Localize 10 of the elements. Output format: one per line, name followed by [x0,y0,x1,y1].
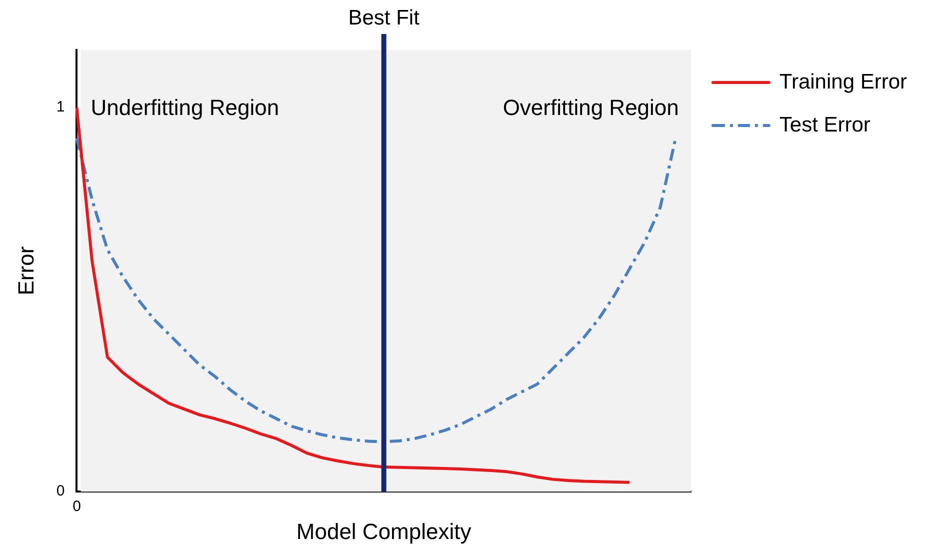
annotation: Overfitting Region [502,95,679,120]
legend-label: Training Error [779,70,908,94]
annotation: Underfitting Region [90,95,280,120]
text: Best Fit [348,6,420,30]
y-axis-title: Error [13,246,38,296]
y-tick-label: 1 [56,98,65,116]
text: 0 [72,498,81,516]
legend-label: Test Error [779,113,870,136]
x-axis-title: Model Complexity [296,518,472,544]
line-series [75,136,678,444]
